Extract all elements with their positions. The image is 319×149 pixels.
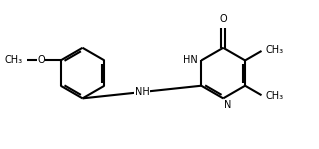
Text: O: O: [219, 14, 227, 24]
Text: HN: HN: [183, 55, 198, 65]
Text: CH₃: CH₃: [5, 55, 23, 65]
Text: NH: NH: [135, 87, 149, 97]
Text: CH₃: CH₃: [266, 45, 284, 55]
Text: N: N: [225, 100, 232, 110]
Text: CH₃: CH₃: [266, 91, 284, 101]
Text: O: O: [37, 55, 45, 65]
